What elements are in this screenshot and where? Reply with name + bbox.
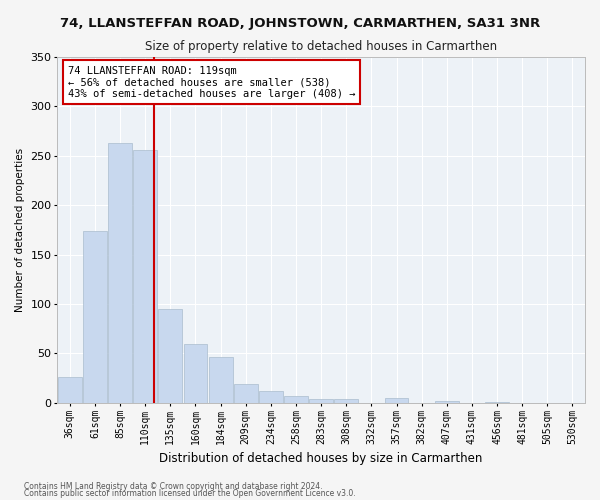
- Bar: [309, 399, 333, 403]
- Bar: [158, 309, 182, 403]
- Text: Contains public sector information licensed under the Open Government Licence v3: Contains public sector information licen…: [24, 489, 356, 498]
- Text: Contains HM Land Registry data © Crown copyright and database right 2024.: Contains HM Land Registry data © Crown c…: [24, 482, 323, 491]
- Bar: [108, 143, 132, 403]
- Bar: [385, 398, 409, 403]
- Bar: [184, 344, 208, 403]
- Bar: [259, 391, 283, 403]
- Text: 74 LLANSTEFFAN ROAD: 119sqm
← 56% of detached houses are smaller (538)
43% of se: 74 LLANSTEFFAN ROAD: 119sqm ← 56% of det…: [68, 66, 355, 99]
- Y-axis label: Number of detached properties: Number of detached properties: [15, 148, 25, 312]
- Bar: [284, 396, 308, 403]
- Bar: [234, 384, 257, 403]
- Bar: [334, 399, 358, 403]
- Bar: [435, 401, 459, 403]
- Bar: [209, 358, 233, 403]
- Text: 74, LLANSTEFFAN ROAD, JOHNSTOWN, CARMARTHEN, SA31 3NR: 74, LLANSTEFFAN ROAD, JOHNSTOWN, CARMART…: [60, 18, 540, 30]
- Bar: [485, 402, 509, 403]
- Title: Size of property relative to detached houses in Carmarthen: Size of property relative to detached ho…: [145, 40, 497, 53]
- Bar: [58, 377, 82, 403]
- Bar: [133, 150, 157, 403]
- Bar: [83, 231, 107, 403]
- X-axis label: Distribution of detached houses by size in Carmarthen: Distribution of detached houses by size …: [160, 452, 483, 465]
